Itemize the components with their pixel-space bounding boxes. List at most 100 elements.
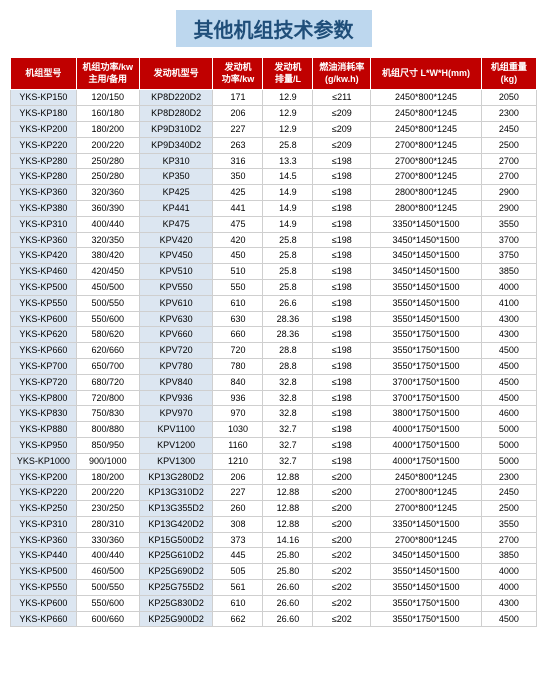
cell-7-5: ≤198 [313,200,371,216]
cell-17-5: ≤198 [313,358,371,374]
cell-2-7: 2450 [481,121,536,137]
cell-28-4: 14.16 [263,532,313,548]
cell-10-6: 3450*1450*1500 [371,248,481,264]
table-row: YKS-KP830750/830KPV97097032.8≤1983800*17… [11,406,537,422]
cell-14-5: ≤198 [313,311,371,327]
cell-33-1: 600/660 [76,611,139,627]
table-row: YKS-KP380360/390KP44144114.9≤1982800*800… [11,200,537,216]
cell-2-3: 227 [213,121,263,137]
table-row: YKS-KP500460/500KP25G690D250525.80≤20235… [11,564,537,580]
cell-8-5: ≤198 [313,216,371,232]
cell-25-5: ≤200 [313,485,371,501]
cell-15-2: KPV660 [139,327,213,343]
cell-5-5: ≤198 [313,169,371,185]
cell-13-1: 500/550 [76,295,139,311]
cell-9-5: ≤198 [313,232,371,248]
cell-28-7: 2700 [481,532,536,548]
col-header-3: 发动机功率/kw [213,58,263,90]
col-header-7: 机组重量(kg) [481,58,536,90]
cell-17-7: 4500 [481,358,536,374]
table-row: YKS-KP360320/360KP42542514.9≤1982800*800… [11,185,537,201]
cell-12-3: 550 [213,279,263,295]
cell-31-7: 4000 [481,580,536,596]
cell-3-2: KP9D340D2 [139,137,213,153]
cell-30-0: YKS-KP500 [11,564,77,580]
cell-15-4: 28.36 [263,327,313,343]
cell-24-4: 12.88 [263,469,313,485]
cell-20-1: 750/830 [76,406,139,422]
cell-26-1: 230/250 [76,501,139,517]
cell-18-2: KPV840 [139,374,213,390]
cell-4-0: YKS-KP280 [11,153,77,169]
cell-10-3: 450 [213,248,263,264]
cell-24-3: 206 [213,469,263,485]
cell-19-5: ≤198 [313,390,371,406]
cell-26-7: 2500 [481,501,536,517]
cell-8-6: 3350*1450*1500 [371,216,481,232]
cell-7-4: 14.9 [263,200,313,216]
cell-22-2: KPV1200 [139,437,213,453]
cell-32-3: 610 [213,595,263,611]
table-row: YKS-KP460420/450KPV51051025.8≤1983450*14… [11,264,537,280]
cell-13-3: 610 [213,295,263,311]
cell-0-7: 2050 [481,90,536,106]
cell-9-2: KPV420 [139,232,213,248]
cell-0-5: ≤211 [313,90,371,106]
cell-8-7: 3550 [481,216,536,232]
cell-2-4: 12.9 [263,121,313,137]
cell-20-6: 3800*1750*1500 [371,406,481,422]
cell-11-2: KPV510 [139,264,213,280]
cell-24-1: 180/200 [76,469,139,485]
cell-26-3: 260 [213,501,263,517]
cell-25-3: 227 [213,485,263,501]
table-row: YKS-KP550500/550KP25G755D256126.60≤20235… [11,580,537,596]
cell-26-6: 2700*800*1245 [371,501,481,517]
cell-5-7: 2700 [481,169,536,185]
cell-11-5: ≤198 [313,264,371,280]
table-row: YKS-KP280250/280KP35035014.5≤1982700*800… [11,169,537,185]
table-row: YKS-KP550500/550KPV61061026.6≤1983550*14… [11,295,537,311]
cell-15-6: 3550*1750*1500 [371,327,481,343]
cell-33-7: 4500 [481,611,536,627]
cell-12-2: KPV550 [139,279,213,295]
cell-7-7: 2900 [481,200,536,216]
table-body: YKS-KP150120/150KP8D220D217112.9≤2112450… [11,90,537,627]
table-row: YKS-KP620580/620KPV66066028.36≤1983550*1… [11,327,537,343]
spec-table: 机组型号机组功率/kw主用/备用发动机型号发动机功率/kw发动机排量/L燃油消耗… [10,57,537,627]
table-row: YKS-KP280250/280KP31031613.3≤1982700*800… [11,153,537,169]
cell-11-1: 420/450 [76,264,139,280]
page-title: 其他机组技术参数 [176,10,372,47]
cell-20-7: 4600 [481,406,536,422]
cell-19-7: 4500 [481,390,536,406]
cell-30-3: 505 [213,564,263,580]
cell-17-0: YKS-KP700 [11,358,77,374]
cell-11-4: 25.8 [263,264,313,280]
cell-26-5: ≤200 [313,501,371,517]
cell-7-0: YKS-KP380 [11,200,77,216]
cell-26-2: KP13G355D2 [139,501,213,517]
cell-2-2: KP9D310D2 [139,121,213,137]
cell-21-7: 5000 [481,422,536,438]
cell-20-2: KPV970 [139,406,213,422]
cell-4-5: ≤198 [313,153,371,169]
cell-5-0: YKS-KP280 [11,169,77,185]
cell-11-3: 510 [213,264,263,280]
cell-10-7: 3750 [481,248,536,264]
cell-7-3: 441 [213,200,263,216]
cell-28-1: 330/360 [76,532,139,548]
cell-0-0: YKS-KP150 [11,90,77,106]
cell-5-1: 250/280 [76,169,139,185]
cell-6-1: 320/360 [76,185,139,201]
cell-14-6: 3550*1450*1500 [371,311,481,327]
table-row: YKS-KP220200/220KP9D340D226325.8≤2092700… [11,137,537,153]
cell-23-7: 5000 [481,453,536,469]
cell-23-2: KPV1300 [139,453,213,469]
table-row: YKS-KP150120/150KP8D220D217112.9≤2112450… [11,90,537,106]
cell-16-2: KPV720 [139,343,213,359]
cell-18-0: YKS-KP720 [11,374,77,390]
cell-7-1: 360/390 [76,200,139,216]
cell-1-1: 160/180 [76,106,139,122]
cell-14-4: 28.36 [263,311,313,327]
col-header-6: 机组尺寸 L*W*H(mm) [371,58,481,90]
cell-29-1: 400/440 [76,548,139,564]
